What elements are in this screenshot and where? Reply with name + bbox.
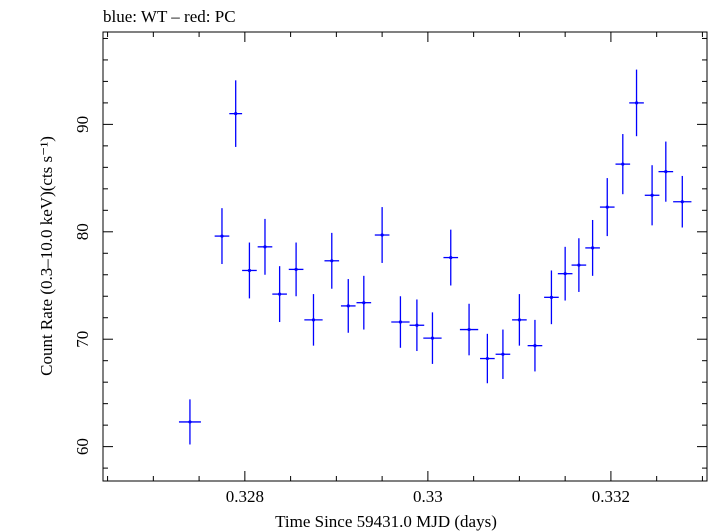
point-marker xyxy=(591,246,595,250)
y-tick-label: 90 xyxy=(73,116,92,133)
data-point xyxy=(272,266,287,323)
point-marker xyxy=(563,272,567,276)
data-point xyxy=(658,141,674,202)
point-marker xyxy=(380,233,384,237)
axis-ticks: 0.328 0.33 0.332 60 70 80 90 xyxy=(73,32,707,506)
data-point xyxy=(480,333,495,384)
point-marker xyxy=(220,234,224,238)
y-tick-label: 60 xyxy=(73,438,92,455)
data-point xyxy=(459,303,479,356)
data-point xyxy=(443,229,459,286)
point-marker xyxy=(517,318,521,322)
data-point xyxy=(644,165,660,226)
point-marker xyxy=(294,267,298,271)
point-marker xyxy=(577,263,581,267)
point-marker xyxy=(430,336,435,340)
point-marker xyxy=(533,344,537,348)
data-point xyxy=(304,294,323,346)
data-point xyxy=(629,69,644,137)
data-point xyxy=(229,80,243,147)
y-axis-label: Count Rate (0.3–10.0 keV)(cts s⁻¹) xyxy=(37,136,56,376)
data-point xyxy=(340,279,356,333)
data-point xyxy=(557,246,573,301)
data-point xyxy=(356,275,372,330)
data-point xyxy=(374,207,390,263)
data-point xyxy=(673,175,692,228)
point-marker xyxy=(449,255,453,260)
point-marker xyxy=(605,205,609,209)
point-marker xyxy=(549,295,554,299)
x-axis-label: Time Since 59431.0 MJD (days) xyxy=(275,512,497,531)
x-tick-label: 0.332 xyxy=(592,487,630,506)
plot-frame xyxy=(102,31,708,482)
data-point xyxy=(615,134,631,195)
point-marker xyxy=(634,101,639,105)
point-marker xyxy=(650,193,654,197)
point-marker xyxy=(621,162,625,166)
data-point xyxy=(391,296,410,348)
data-point xyxy=(242,242,257,299)
point-marker xyxy=(501,352,505,356)
data-point xyxy=(527,319,543,372)
data-point xyxy=(409,299,425,352)
data-point xyxy=(599,178,615,237)
point-marker xyxy=(263,245,267,249)
point-marker xyxy=(398,320,403,324)
y-tick-label: 80 xyxy=(73,223,92,240)
point-marker xyxy=(362,301,366,305)
point-marker xyxy=(311,318,316,322)
point-marker xyxy=(346,304,350,308)
point-marker xyxy=(188,420,192,424)
point-marker xyxy=(415,323,419,327)
data-point xyxy=(423,312,442,364)
point-marker xyxy=(485,356,489,361)
point-marker xyxy=(680,200,684,204)
x-tick-label: 0.33 xyxy=(413,487,443,506)
point-marker xyxy=(467,327,471,332)
data-point xyxy=(585,219,600,276)
data-point xyxy=(495,329,511,379)
x-tick-label: 0.328 xyxy=(226,487,264,506)
point-marker xyxy=(278,292,282,296)
chart-title: blue: WT – red: PC xyxy=(103,7,236,26)
point-marker xyxy=(234,112,238,116)
point-marker xyxy=(330,259,334,263)
point-marker xyxy=(247,268,252,273)
data-point xyxy=(257,218,273,275)
data-point xyxy=(544,270,559,325)
data-point xyxy=(288,242,304,297)
data-point xyxy=(178,399,201,445)
data-point xyxy=(571,238,587,292)
data-points xyxy=(178,69,692,445)
y-tick-label: 70 xyxy=(73,331,92,348)
data-point xyxy=(512,294,527,346)
point-marker xyxy=(664,170,668,174)
data-point xyxy=(214,208,230,265)
data-point xyxy=(324,232,340,289)
